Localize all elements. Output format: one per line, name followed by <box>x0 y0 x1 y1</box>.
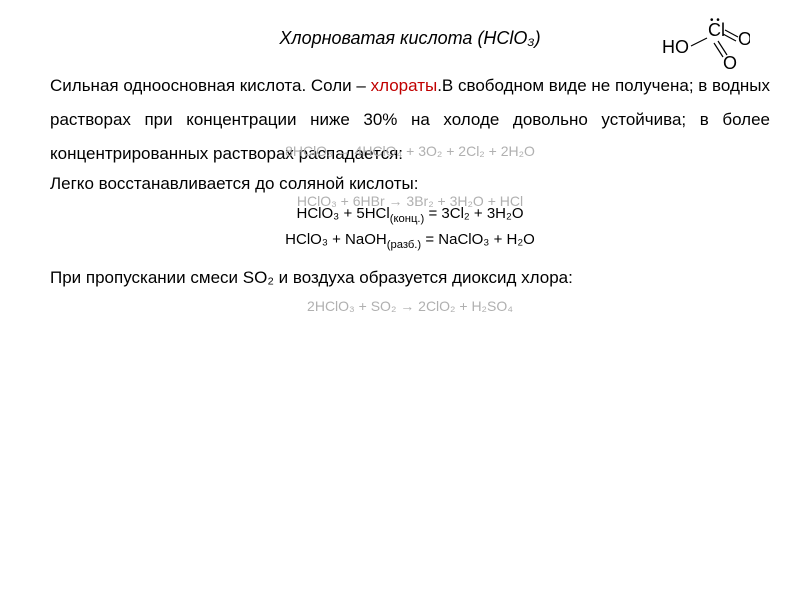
salt-term: хлораты <box>371 76 438 95</box>
eq3-post: = 3Cl₂ + 3H₂O <box>424 205 523 222</box>
structure-diagram: • • Cl HO O O <box>660 13 750 74</box>
paragraph-3: При пропускании смеси SO₂ и воздуха обра… <box>50 263 770 294</box>
equation-hcl: HClO₃ + 5HCl(конц.) = 3Cl₂ + 3H₂O <box>50 205 770 225</box>
eq3-sub: (конц.) <box>390 213 425 225</box>
equation-so2: 2HClO₃ + SO₂ → 2ClO₂ + H₂SO₄ <box>50 298 770 314</box>
svg-text:HO: HO <box>662 37 689 57</box>
svg-text:O: O <box>738 29 750 49</box>
eq4-pre: HClO₃ + NaOH <box>285 231 387 248</box>
eq4-sub: (разб.) <box>387 239 421 251</box>
title-formula: (HClO₃) <box>477 28 540 48</box>
page-title: Хлорноватая кислота (HClO₃) <box>279 28 540 49</box>
title-text: Хлорноватая кислота <box>279 28 472 48</box>
p1-t1: Сильная одноосновная кислота. Соли – <box>50 76 371 95</box>
svg-text:Cl: Cl <box>708 20 725 40</box>
eq4-post: = NaClO₃ + H₂O <box>421 231 535 248</box>
svg-text:O: O <box>723 53 737 69</box>
equation-naoh: HClO₃ + NaOH(разб.) = NaClO₃ + H₂O <box>50 231 770 251</box>
eq3-pre: HClO₃ + 5HCl <box>297 205 390 222</box>
